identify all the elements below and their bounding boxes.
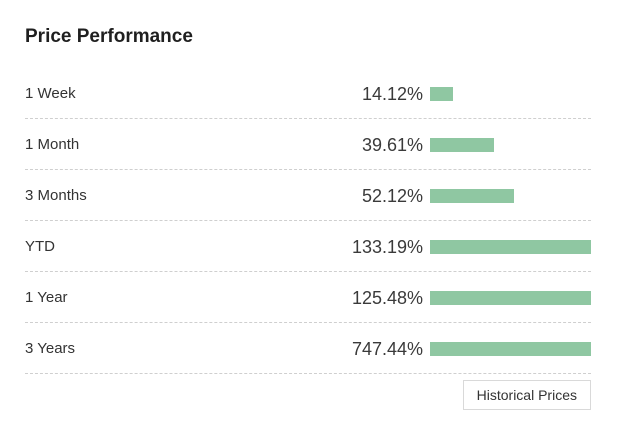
change-bar [430, 291, 591, 305]
performance-row: 3 Years 747.44% [25, 323, 591, 374]
performance-list: 1 Week 14.12% 1 Month 39.61% 3 Months 52… [25, 68, 591, 374]
panel-title: Price Performance [25, 26, 193, 47]
change-value: 14.12% [361, 84, 423, 104]
change-bar-track [430, 138, 591, 152]
change-value: 125.48% [351, 288, 423, 308]
change-bar [430, 87, 453, 101]
change-bar-track [430, 240, 591, 254]
change-value: 52.12% [361, 186, 423, 206]
period-label: 1 Month [25, 136, 80, 153]
change-bar [430, 240, 591, 254]
period-label: 3 Months [25, 187, 87, 204]
period-label: 1 Week [25, 85, 76, 102]
period-label: YTD [25, 238, 55, 255]
performance-row: 1 Month 39.61% [25, 119, 591, 170]
change-value: 747.44% [351, 339, 423, 359]
change-bar-track [430, 342, 591, 356]
change-bar-track [430, 87, 591, 101]
change-value: 39.61% [361, 135, 423, 155]
performance-row: 3 Months 52.12% [25, 170, 591, 221]
change-bar [430, 342, 591, 356]
performance-row: 1 Year 125.48% [25, 272, 591, 323]
period-label: 3 Years [25, 340, 76, 357]
change-value: 133.19% [351, 237, 423, 257]
performance-row: 1 Week 14.12% [25, 68, 591, 119]
period-label: 1 Year [25, 289, 68, 306]
performance-row: YTD 133.19% [25, 221, 591, 272]
change-bar [430, 189, 514, 203]
historical-prices-button[interactable]: Historical Prices [462, 380, 591, 410]
change-bar-track [430, 291, 591, 305]
change-bar-track [430, 189, 591, 203]
change-bar [430, 138, 494, 152]
